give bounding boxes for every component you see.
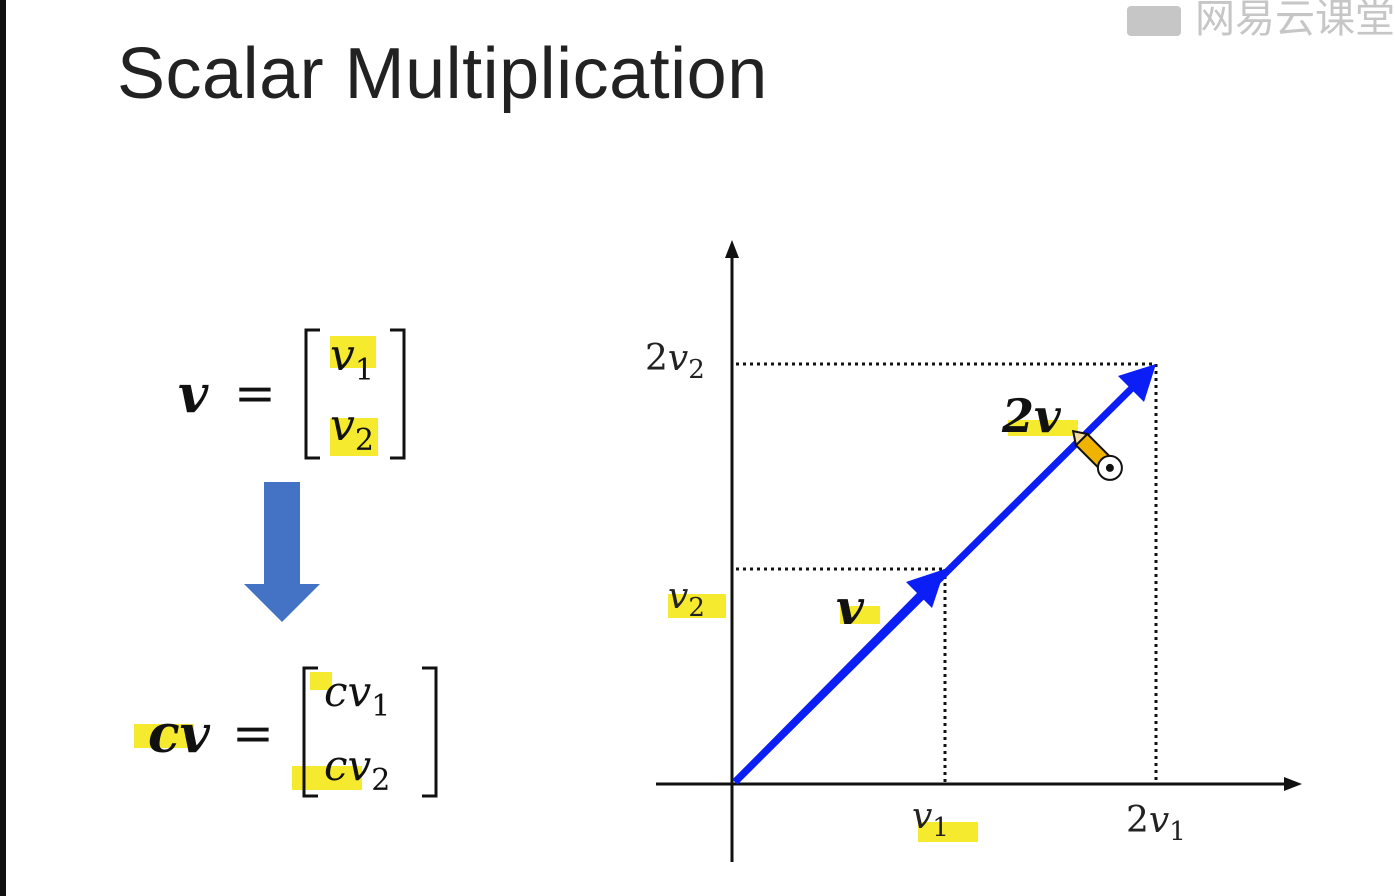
- highlight-mark: [668, 594, 726, 618]
- v-symbol: v: [178, 364, 209, 425]
- highlight-mark: [840, 606, 880, 624]
- slide-title: Scalar Multiplication: [117, 34, 768, 114]
- y-tick-v2: v2: [668, 576, 705, 623]
- watermark-text: 网易云课堂: [1195, 0, 1395, 42]
- bracket-right: [390, 328, 406, 460]
- vector-arrowhead-icon: [906, 569, 945, 608]
- watermark-logo-icon: [1127, 6, 1181, 36]
- down-arrow-icon: [244, 482, 320, 622]
- scaled-vector-arrowhead-icon: [1118, 364, 1156, 402]
- pen-cursor-icon: [1071, 429, 1123, 481]
- highlight-mark: [918, 822, 978, 842]
- equals-sign: =: [232, 704, 274, 762]
- matrix-entry-cv2: cv2: [324, 741, 390, 798]
- y-tick-2v2: 2v2: [645, 338, 705, 385]
- vector-label-2v: 2v: [1001, 389, 1062, 443]
- cv-symbol: cv: [148, 704, 211, 765]
- matrix-entry-v1: v1: [330, 330, 374, 388]
- bracket-left: [302, 666, 318, 798]
- screen-edge: [0, 0, 6, 896]
- highlight-mark: [134, 724, 194, 748]
- vector-label-v: v: [836, 580, 865, 636]
- highlight-mark: [310, 672, 332, 690]
- highlight-mark: [1008, 420, 1078, 436]
- matrix-entry-cv1: cv1: [324, 667, 390, 724]
- watermark: 网易云课堂: [1127, 0, 1395, 44]
- highlight-mark: [330, 418, 378, 456]
- bracket-left: [304, 328, 320, 460]
- x-tick-v1: v1: [912, 796, 949, 843]
- equals-sign: =: [234, 364, 276, 422]
- bracket-right: [422, 666, 438, 798]
- x-tick-2v1: 2v1: [1126, 800, 1186, 847]
- x-axis-arrowhead-icon: [1284, 777, 1302, 791]
- highlight-mark: [330, 336, 376, 368]
- matrix-entry-v2: v2: [330, 400, 374, 458]
- vector-v: [732, 590, 925, 785]
- y-axis-arrowhead-icon: [725, 240, 739, 258]
